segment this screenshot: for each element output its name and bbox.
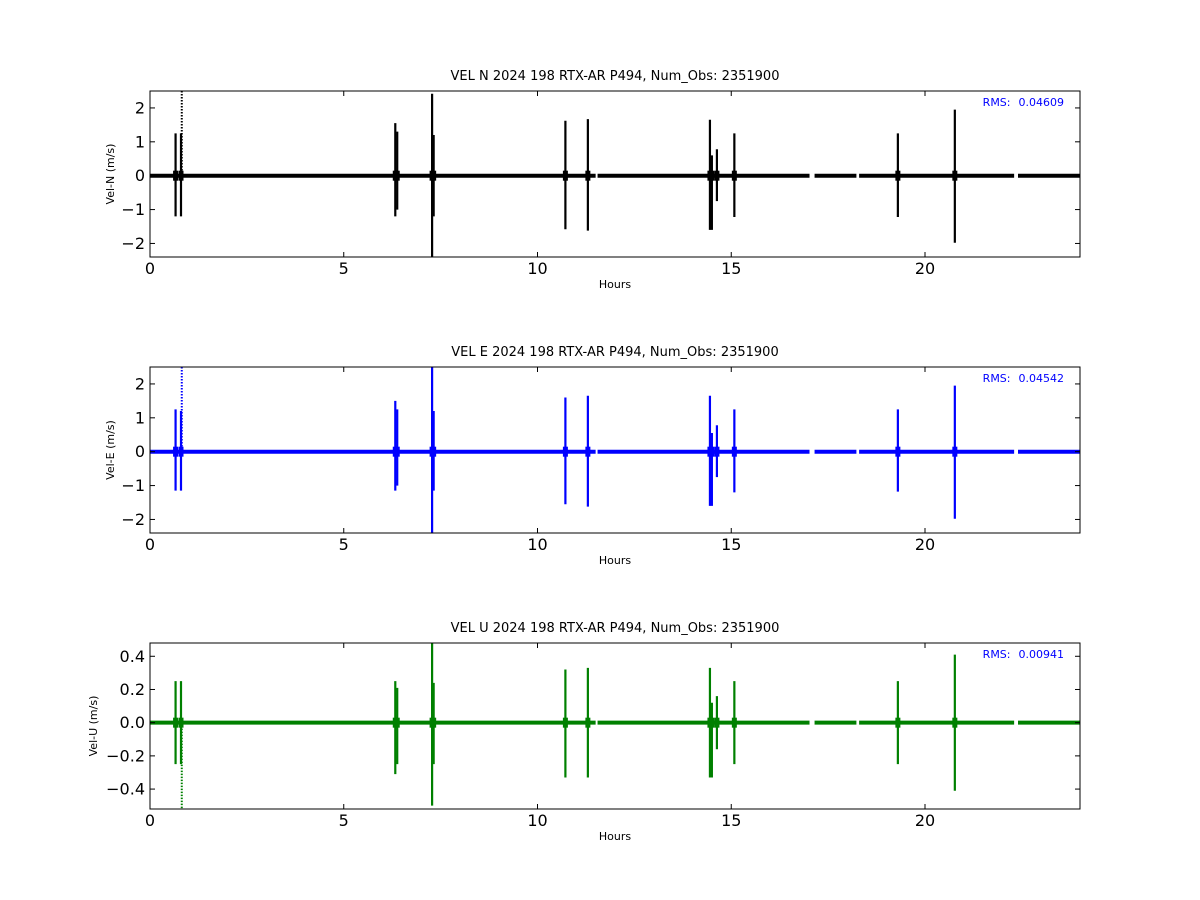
axes-frame — [149, 642, 1081, 810]
spike-cluster — [394, 717, 400, 728]
rms-label: RMS: — [983, 648, 1011, 661]
rms-value: 0.04609 — [1019, 96, 1065, 109]
y-tick-label: 0.4 — [120, 647, 145, 666]
plot-panel-3: VEL U 2024 198 RTX-AR P494, Num_Obs: 235… — [87, 621, 1081, 843]
rms-value: 0.00941 — [1019, 648, 1065, 661]
spike-cluster — [731, 717, 737, 728]
y-tick-label: 1 — [135, 132, 145, 151]
spike-cluster — [585, 446, 591, 457]
y-tick-label: −1 — [121, 476, 145, 495]
plot-title: VEL U 2024 198 RTX-AR P494, Num_Obs: 235… — [451, 621, 780, 636]
spike-cluster — [394, 170, 400, 181]
rms-value: 0.04542 — [1019, 372, 1065, 385]
spike-cluster — [173, 446, 179, 457]
y-axis-label: Vel-E (m/s) — [104, 420, 117, 480]
plot-title: VEL N 2024 198 RTX-AR P494, Num_Obs: 235… — [451, 69, 780, 84]
x-tick-label: 15 — [721, 535, 741, 554]
spike-cluster — [562, 717, 568, 728]
y-tick-label: −0.4 — [106, 780, 145, 799]
spike-cluster — [714, 170, 720, 181]
x-tick-label: 10 — [527, 811, 547, 830]
spike-cluster — [895, 170, 901, 181]
spike-cluster — [562, 170, 568, 181]
x-tick-label: 5 — [339, 811, 349, 830]
y-axis-label: Vel-N (m/s) — [104, 144, 117, 205]
y-tick-label: −0.2 — [106, 746, 145, 765]
y-tick-label: 0.0 — [120, 713, 145, 732]
spike-cluster — [709, 170, 715, 181]
spike-cluster — [714, 717, 720, 728]
spike-cluster — [173, 170, 179, 181]
rms-label: RMS: — [983, 96, 1011, 109]
x-tick-label: 0 — [145, 811, 155, 830]
spike-cluster — [709, 446, 715, 457]
spike-cluster — [714, 446, 720, 457]
x-tick-label: 0 — [145, 535, 155, 554]
spike-cluster — [173, 717, 179, 728]
plot-panel-1: VEL N 2024 198 RTX-AR P494, Num_Obs: 235… — [104, 69, 1081, 291]
spike-cluster — [585, 717, 591, 728]
y-tick-label: 1 — [135, 408, 145, 427]
axes-frame — [149, 366, 1081, 534]
rms-label: RMS: — [983, 372, 1011, 385]
axes-frame — [149, 90, 1081, 258]
plot-panel-2: VEL E 2024 198 RTX-AR P494, Num_Obs: 235… — [104, 345, 1081, 567]
y-axis-label: Vel-U (m/s) — [87, 696, 100, 757]
y-tick-label: −2 — [121, 234, 145, 253]
x-tick-label: 10 — [527, 535, 547, 554]
x-tick-label: 20 — [915, 259, 935, 278]
plot-title: VEL E 2024 198 RTX-AR P494, Num_Obs: 235… — [451, 345, 778, 360]
spike-cluster — [952, 446, 958, 457]
spike-cluster — [895, 446, 901, 457]
x-tick-label: 5 — [339, 259, 349, 278]
x-tick-label: 10 — [527, 259, 547, 278]
y-tick-label: 0 — [135, 166, 145, 185]
y-tick-label: 0.2 — [120, 680, 145, 699]
x-axis-label: Hours — [599, 278, 631, 291]
rms-annotation: RMS: 0.00941 — [983, 648, 1064, 661]
spike-cluster — [585, 170, 591, 181]
spike-cluster — [394, 446, 400, 457]
data-series — [150, 367, 1080, 533]
rms-annotation: RMS: 0.04542 — [983, 372, 1064, 385]
spike-cluster — [731, 170, 737, 181]
data-series — [150, 643, 1080, 809]
spike-cluster — [431, 170, 437, 181]
spike-cluster — [952, 717, 958, 728]
x-tick-label: 15 — [721, 811, 741, 830]
x-axis-label: Hours — [599, 830, 631, 843]
spike-cluster — [731, 446, 737, 457]
x-tick-label: 5 — [339, 535, 349, 554]
y-tick-label: 2 — [135, 374, 145, 393]
x-tick-label: 20 — [915, 535, 935, 554]
data-series — [150, 91, 1080, 257]
y-tick-label: −2 — [121, 510, 145, 529]
spike-cluster — [431, 446, 437, 457]
x-tick-label: 15 — [721, 259, 741, 278]
spike-cluster — [952, 170, 958, 181]
spike-cluster — [895, 717, 901, 728]
y-tick-label: −1 — [121, 200, 145, 219]
y-tick-label: 2 — [135, 98, 145, 117]
y-tick-label: 0 — [135, 442, 145, 461]
spike-cluster — [431, 717, 437, 728]
spike-cluster — [709, 717, 715, 728]
spike-cluster — [562, 446, 568, 457]
x-tick-label: 0 — [145, 259, 155, 278]
x-tick-label: 20 — [915, 811, 935, 830]
rms-annotation: RMS: 0.04609 — [983, 96, 1064, 109]
x-axis-label: Hours — [599, 554, 631, 567]
